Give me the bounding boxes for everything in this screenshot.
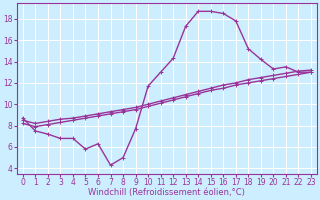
X-axis label: Windchill (Refroidissement éolien,°C): Windchill (Refroidissement éolien,°C) [88,188,245,197]
